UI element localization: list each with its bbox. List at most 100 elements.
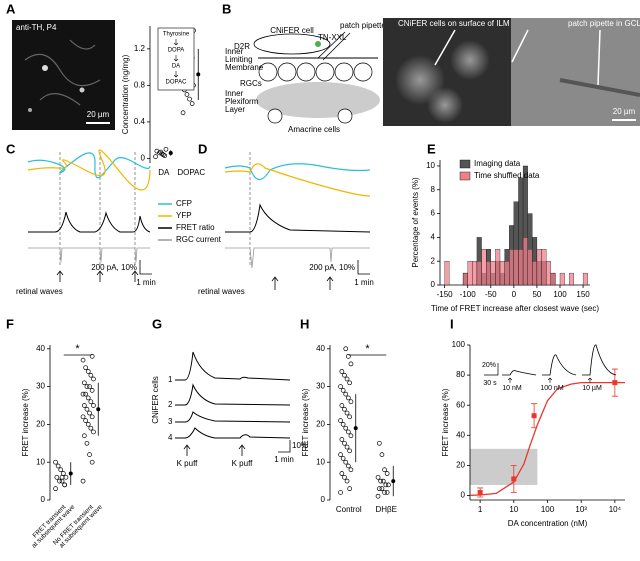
scale-bar-label: 20 µm <box>87 110 110 119</box>
diagram-label: TN-XXL <box>318 33 347 42</box>
bar <box>467 261 473 286</box>
data-point <box>84 440 90 446</box>
bar <box>476 261 482 286</box>
data-point <box>375 493 381 499</box>
y-tick-label: 2 <box>431 256 436 265</box>
data-point <box>339 437 345 442</box>
data-point <box>87 410 92 416</box>
data-point <box>60 471 66 476</box>
bar <box>462 272 468 286</box>
mean-marker <box>96 407 101 412</box>
diagram-label: Inner <box>225 89 244 98</box>
x-tick-label: DOPAC <box>177 168 205 177</box>
data-point <box>85 369 91 374</box>
data-point <box>83 418 89 423</box>
data-point <box>343 459 349 465</box>
stimulus-label: K puff <box>177 459 199 468</box>
y-tick-label: 20 <box>316 419 325 428</box>
x-tick-label: 100 <box>541 505 555 514</box>
data-point <box>89 388 95 393</box>
pathway-step: Thyrosine <box>163 32 190 38</box>
pathway-step: DA <box>172 64 180 70</box>
data-point <box>338 418 343 423</box>
data-point <box>347 380 352 386</box>
diagram-label: Layer <box>225 105 245 114</box>
data-point <box>377 440 382 446</box>
y-tick-label: 0 <box>431 280 436 289</box>
x-tick-label: -50 <box>485 290 497 299</box>
bar <box>527 249 533 286</box>
data-point <box>80 391 86 397</box>
traces <box>175 351 291 456</box>
data-point <box>346 429 351 435</box>
data-point <box>343 391 349 397</box>
row-label: 3 <box>168 417 173 426</box>
panel-label: H <box>300 316 309 331</box>
data-point <box>91 376 96 382</box>
bar <box>481 249 487 286</box>
bar <box>536 249 542 286</box>
panel-label: I <box>450 316 454 331</box>
micrograph: CNiFER cells on surface of ILM patch pip… <box>383 18 640 126</box>
bar <box>559 272 565 286</box>
data-point <box>612 380 618 386</box>
data-point <box>386 482 391 488</box>
legend-label: YFP <box>176 211 192 220</box>
x-tick-label: 10³ <box>575 505 587 514</box>
panel-label: A <box>6 1 16 16</box>
data-point <box>346 353 351 359</box>
data-point <box>338 490 343 495</box>
x-tick-label: 50 <box>532 290 541 299</box>
bar <box>513 249 519 286</box>
y-tick-label: 40 <box>316 344 325 353</box>
pathway-step: DOPAC <box>166 80 188 86</box>
data-point <box>379 486 385 492</box>
fit-curve <box>469 381 625 496</box>
data-point <box>375 474 381 480</box>
data-point <box>347 486 352 492</box>
legend-label: FRET ratio <box>176 223 215 232</box>
data-point <box>346 463 351 469</box>
data-point <box>477 489 483 495</box>
data-point <box>81 380 87 386</box>
y-tick-label: 10 <box>316 457 325 466</box>
data-point <box>377 486 382 492</box>
legend-label: RGC current <box>176 235 222 244</box>
y-tick-label: 0 <box>141 154 146 163</box>
data-point <box>83 365 89 371</box>
scale-bar-label: 1 min <box>354 278 374 287</box>
data-point <box>339 369 345 374</box>
bar <box>499 261 505 286</box>
y-tick-label: 1.2 <box>134 44 146 53</box>
bar <box>582 272 588 286</box>
shaded-region <box>470 448 538 485</box>
data-point <box>339 471 345 476</box>
row-label: 2 <box>168 400 173 409</box>
data-point <box>342 474 347 480</box>
pathway-arrow <box>173 39 179 46</box>
data-point <box>59 474 65 480</box>
bar <box>495 249 501 286</box>
significance-label: * <box>75 343 80 355</box>
bar <box>472 261 478 286</box>
panel-label: D <box>198 141 207 156</box>
data-point <box>88 399 94 405</box>
diagram-label: D2R <box>234 42 250 51</box>
data-point <box>383 482 389 488</box>
y-tick-label: 0 <box>461 491 466 500</box>
scale-bar-label: 200 pA, 10% <box>91 263 137 272</box>
diagram-label: CNiFER cell <box>270 26 314 35</box>
data-point <box>347 448 352 454</box>
diagram-label: Membrane <box>225 63 264 72</box>
data-point <box>88 425 94 431</box>
x-tick-label: 10⁴ <box>609 505 622 514</box>
scale-bar-label: 200 pA, 10% <box>309 263 355 272</box>
diagram-label: Limiting <box>225 55 253 64</box>
data-point <box>53 459 58 465</box>
data-point <box>62 482 68 488</box>
data-point <box>340 422 346 427</box>
data-point <box>81 403 87 408</box>
y-tick-label: 0.4 <box>134 117 146 126</box>
legend-swatch <box>459 171 471 181</box>
